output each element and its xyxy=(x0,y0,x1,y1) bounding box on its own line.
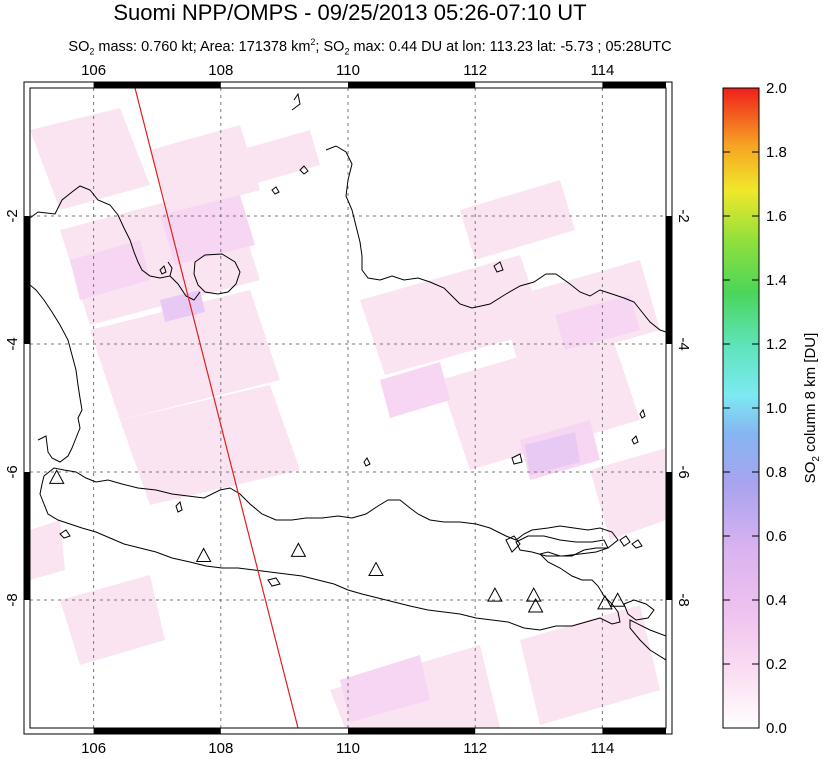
coastline-madura xyxy=(515,535,609,557)
subtitle-sep: ; xyxy=(315,38,324,55)
lon-tick-label: 112 xyxy=(463,740,487,757)
triangle-icon xyxy=(609,592,626,607)
colorbar-tick-label: 1.6 xyxy=(766,208,787,225)
lat-ticks-left: -2 -4 -6 -8 xyxy=(4,209,21,606)
so2-field xyxy=(30,108,666,728)
colorbar-tick-label: 0.0 xyxy=(766,720,787,737)
map-title: Suomi NPP/OMPS - 09/25/2013 05:26-07:10 … xyxy=(113,0,587,25)
coastline-borneo xyxy=(291,92,666,333)
colorbar-axis-label: SO2 column 8 km [DU] xyxy=(802,333,822,484)
volcano-markers xyxy=(48,469,626,613)
triangle-icon xyxy=(195,547,212,562)
lon-tick-label: 112 xyxy=(463,62,487,79)
coastline-sumatra xyxy=(30,185,201,463)
colorbar-tick-label: 1.4 xyxy=(766,272,787,289)
subtitle-so2-label: SO xyxy=(68,38,90,55)
map-subtitle: SO2 mass: 0.760 kt; Area: 171378 km2; SO… xyxy=(0,33,740,61)
lat-tick-label: -2 xyxy=(4,209,21,222)
subtitle-so2max-sub: 2 xyxy=(344,46,350,57)
coastline-bali xyxy=(623,599,655,621)
lon-tick-label: 108 xyxy=(208,62,233,79)
triangle-icon xyxy=(290,542,307,557)
triangle-icon xyxy=(487,587,503,602)
colorbar-tick-label: 2.0 xyxy=(766,80,787,97)
lat-tick-label: -8 xyxy=(4,593,21,606)
lon-ticks-top: 106 108 110 112 114 xyxy=(81,62,614,79)
lon-tick-label: 110 xyxy=(336,62,360,79)
lat-tick-label: -8 xyxy=(675,593,692,606)
colorbar-tick-label: 1.2 xyxy=(766,336,787,353)
colorbar-tick-label: 0.6 xyxy=(766,528,787,545)
lon-tick-label: 108 xyxy=(208,740,233,757)
lon-ticks-bottom: 106 108 110 112 114 xyxy=(81,740,614,757)
lon-tick-label: 110 xyxy=(336,740,360,757)
coastline-bangka xyxy=(193,253,241,295)
lon-tick-label: 106 xyxy=(81,62,106,79)
subtitle-so2-sub: 2 xyxy=(89,46,95,57)
colorbar-label-so: SO xyxy=(802,462,819,484)
triangle-icon xyxy=(368,561,384,577)
subtitle-area-sup: 2 xyxy=(310,37,316,47)
triangle-icon xyxy=(527,597,544,613)
colorbar-tick-label: 1.8 xyxy=(766,144,787,161)
lat-tick-label: -2 xyxy=(675,209,692,222)
lat-tick-label: -6 xyxy=(4,465,21,478)
lat-tick-label: -6 xyxy=(675,465,692,478)
lat-tick-label: -4 xyxy=(4,337,21,350)
map-border-bars xyxy=(23,81,673,735)
subtitle-max-text: max: 0.44 DU at lon: 113.23 lat: -5.73 ;… xyxy=(349,38,672,55)
colorbar: 0.0 0.2 0.4 0.6 0.8 1.0 1.2 1.4 1.6 1.8 … xyxy=(722,80,822,737)
lon-tick-label: 114 xyxy=(590,740,614,757)
colorbar-label-rest: column 8 km [DU] xyxy=(802,333,819,456)
triangle-icon xyxy=(48,469,65,484)
orbit-track-line xyxy=(134,88,299,728)
lon-tick-label: 106 xyxy=(81,740,106,757)
lat-ticks-right: -2 -4 -6 -8 xyxy=(675,209,692,606)
triangle-icon xyxy=(597,594,613,610)
subtitle-so2max-label: SO xyxy=(323,38,345,55)
coastlines xyxy=(30,92,666,661)
colorbar-tick-label: 1.0 xyxy=(766,400,787,417)
lat-tick-label: -4 xyxy=(675,337,692,350)
lon-tick-label: 114 xyxy=(590,62,614,79)
colorbar-tick-label: 0.2 xyxy=(766,656,787,673)
colorbar-tick-label: 0.8 xyxy=(766,464,787,481)
colorbar-tick-label: 0.4 xyxy=(766,592,787,609)
triangle-icon xyxy=(525,587,542,602)
colorbar-label-sub: 2 xyxy=(811,456,822,462)
subtitle-mass-text: mass: 0.760 kt; Area: 171378 km xyxy=(94,38,311,55)
